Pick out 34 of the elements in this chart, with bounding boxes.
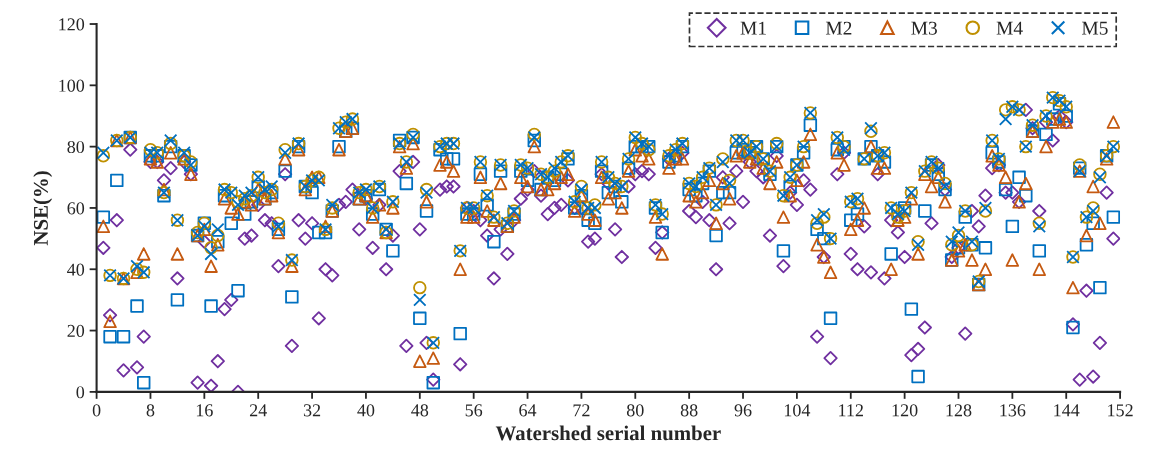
x-tick-label: 72 [573,404,590,417]
legend-label: M1 [740,21,766,35]
x-tick-label: 120 [892,404,918,417]
x-tick-label: 104 [784,404,811,417]
x-tick-label: 32 [303,404,321,417]
y-tick-label: 0 [76,386,85,399]
x-tick-label: 96 [734,404,752,417]
legend-label: M2 [825,21,852,35]
legend-label: M4 [996,21,1023,35]
x-tick-label: 128 [946,404,972,417]
x-tick-label: 0 [92,404,101,417]
legend-label: M5 [1081,21,1108,35]
x-tick-label: 40 [357,404,375,417]
x-tick-label: 64 [519,404,537,417]
y-tick-label: 120 [59,18,85,31]
y-tick-label: 60 [67,202,85,215]
x-tick-label: 56 [465,404,483,417]
legend-label: M3 [911,21,937,35]
x-tick-label: 88 [680,404,698,417]
x-tick-label: 144 [1054,404,1080,417]
x-tick-label: 136 [1000,404,1026,417]
x-axis-title: Watershed serial number [495,425,721,441]
x-tick-label: 16 [196,404,213,417]
x-tick-label: 24 [249,404,267,417]
x-tick-label: 48 [411,404,429,417]
x-tick-label: 80 [626,404,644,417]
y-tick-label: 40 [67,263,85,276]
x-tick-label: 8 [146,404,155,417]
y-tick-label: 80 [67,140,85,154]
y-tick-label: 100 [59,79,85,92]
x-tick-label: 112 [839,404,863,417]
y-tick-label: 20 [67,324,85,338]
y-axis-title: NSE(%) [33,171,53,246]
x-tick-label: 152 [1108,404,1133,417]
